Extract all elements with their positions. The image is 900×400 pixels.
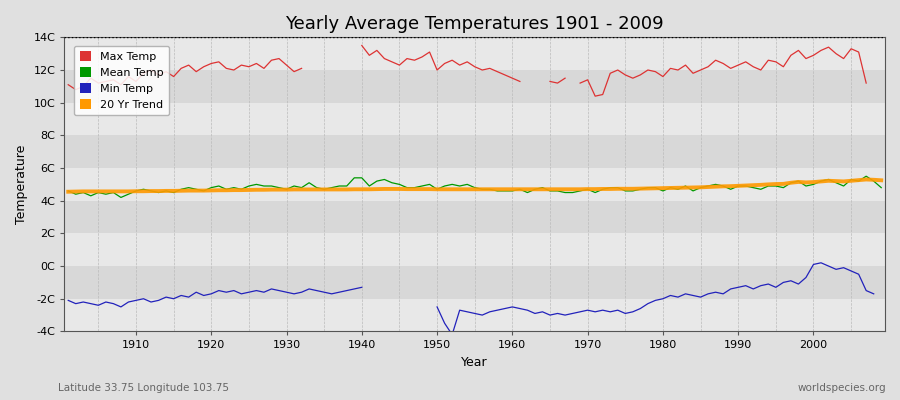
Bar — [65, 70, 885, 103]
Title: Yearly Average Temperatures 1901 - 2009: Yearly Average Temperatures 1901 - 2009 — [285, 15, 664, 33]
Bar — [65, 168, 885, 201]
Bar — [65, 103, 885, 135]
Bar — [65, 135, 885, 168]
X-axis label: Year: Year — [462, 356, 488, 369]
Bar — [65, 233, 885, 266]
Bar — [65, 266, 885, 299]
Bar — [65, 201, 885, 233]
Y-axis label: Temperature: Temperature — [15, 145, 28, 224]
Text: Latitude 33.75 Longitude 103.75: Latitude 33.75 Longitude 103.75 — [58, 383, 230, 393]
Bar — [65, 37, 885, 70]
Legend: Max Temp, Mean Temp, Min Temp, 20 Yr Trend: Max Temp, Mean Temp, Min Temp, 20 Yr Tre… — [74, 46, 169, 115]
Bar — [65, 299, 885, 332]
Text: worldspecies.org: worldspecies.org — [798, 383, 886, 393]
